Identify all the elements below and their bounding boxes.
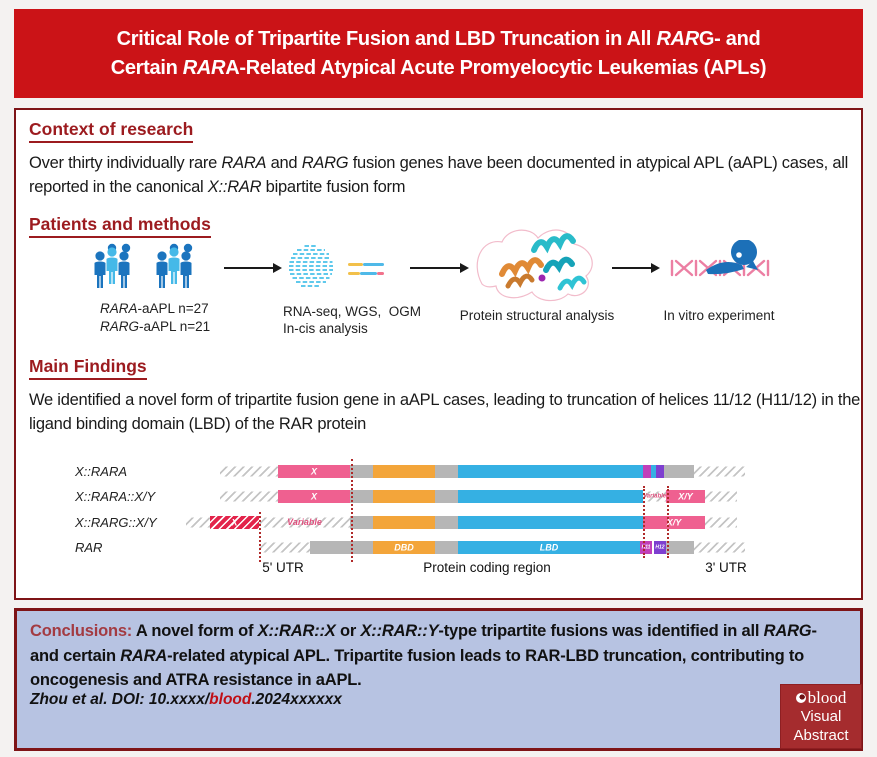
text-run: A-Related Atypical Acute Promyelocytic L… (225, 56, 767, 79)
conclusions-text: Conclusions: A novel form of X::RAR::X o… (30, 619, 838, 693)
text-run: Conclusions: (30, 622, 136, 640)
text-run: -related atypical APL. Tripartite fusion… (30, 646, 805, 690)
text-run: We identified a novel form of tripartite… (29, 391, 861, 433)
blood-brand-label: blood (807, 688, 847, 707)
text-run: - and certain (30, 622, 817, 665)
blood-brand-row: blood (795, 688, 847, 707)
flow-arrow-2 (410, 263, 469, 273)
text-run: RAR (182, 56, 226, 79)
text-run: bipartite fusion form (261, 178, 406, 196)
text-run: G- and (698, 27, 761, 50)
sequencing-label: RNA-seq, WGS, OGM (283, 304, 422, 319)
text-run: RARA (100, 301, 138, 316)
blood-visual-abstract-logo: blood Visual Abstract (780, 684, 862, 749)
text-run: RARA (221, 154, 267, 172)
methods-heading: Patients and methods (29, 214, 211, 238)
text-run: .2024xxxxxx (251, 691, 342, 708)
findings-heading: Main Findings (29, 356, 147, 380)
text-run: RAR (656, 27, 699, 50)
text-run: X::RAR::X (257, 622, 336, 640)
text-run: -type tripartite fusions was identified … (438, 622, 764, 640)
genome-map-icon (348, 263, 384, 275)
text-run: X::RAR (207, 178, 262, 196)
text-run: -aAPL n=21 (139, 319, 211, 334)
text-run: Zhou et al. DOI: 10.xxxx/ (30, 691, 210, 708)
main-content-box: Context of research Over thirty individu… (14, 108, 863, 600)
text-run: Certain (110, 56, 183, 79)
logo-abstract-label: Abstract (793, 727, 849, 744)
text-run: blood (209, 691, 252, 708)
logo-visual-label: Visual (800, 708, 842, 725)
text-run: RARG (763, 622, 812, 640)
blood-logo-icon (795, 692, 806, 703)
context-body: Over thirty individually rare RARA and R… (29, 151, 849, 199)
text-run: A novel form of (135, 622, 258, 640)
text-run: RARG (301, 154, 349, 172)
text-run: fusion genes have been documented in aty… (29, 154, 849, 196)
protein-structure-icon (476, 229, 593, 302)
text-run: Critical Role of Tripartite Fusion and L… (116, 27, 657, 50)
cohort-label-rara: RARA-aAPL n=27 (100, 300, 209, 317)
text-run: RARA (120, 646, 168, 665)
title-banner: Critical Role of Tripartite Fusion and L… (14, 9, 863, 98)
flow-arrow-3 (612, 263, 660, 273)
patient-cohort-icon (94, 243, 193, 288)
conclusions-box: Conclusions: A novel form of X::RAR::X o… (14, 608, 863, 751)
incis-label: In-cis analysis (283, 321, 368, 336)
invitro-label: In vitro experiment (663, 308, 775, 323)
text-run: or (335, 622, 361, 640)
text-run: RARG (100, 319, 140, 334)
text-run: -aAPL n=27 (137, 301, 209, 316)
in-vitro-dna-icon (670, 240, 770, 277)
citation: Zhou et al. DOI: 10.xxxx/blood.2024xxxxx… (30, 691, 342, 709)
context-heading: Context of research (29, 119, 194, 143)
cohort-label-rarg: RARG-aAPL n=21 (100, 318, 210, 335)
page-title-line-1: Critical Role of Tripartite Fusion and L… (117, 25, 761, 54)
rna-seq-reads-icon (289, 245, 333, 287)
findings-body: We identified a novel form of tripartite… (29, 388, 861, 436)
protein-analysis-label: Protein structural analysis (459, 308, 615, 323)
text-run: and (266, 154, 302, 172)
page-title-line-2: Certain RARA-Related Atypical Acute Prom… (111, 54, 767, 83)
text-run: X::RAR::Y (360, 622, 439, 640)
flow-arrow-1 (224, 263, 282, 273)
text-run: Over thirty individually rare (29, 154, 222, 172)
